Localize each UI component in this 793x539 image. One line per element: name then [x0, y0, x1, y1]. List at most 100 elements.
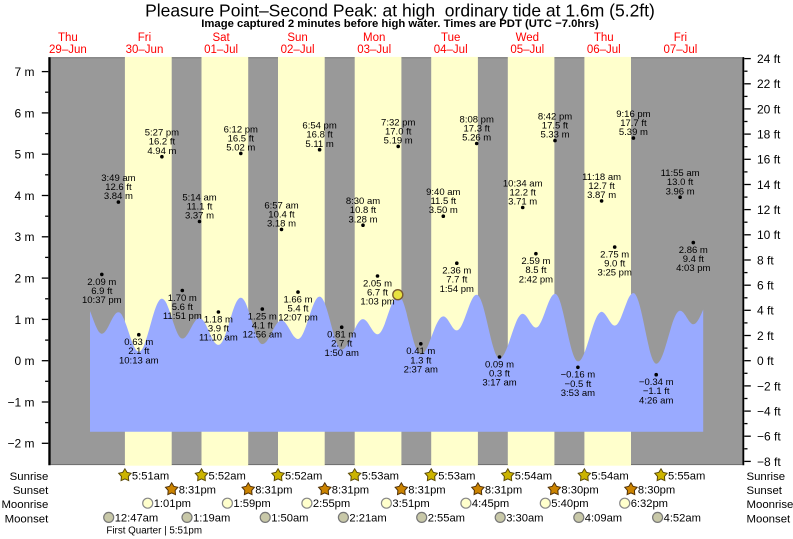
svg-text:2.7 ft: 2.7 ft [331, 339, 352, 350]
svg-text:8:30pm: 8:30pm [638, 484, 675, 496]
svg-text:1.70 m: 1.70 m [168, 293, 197, 304]
svg-text:12:07 pm: 12:07 pm [278, 313, 318, 324]
svg-text:2:55pm: 2:55pm [313, 498, 350, 510]
svg-text:Sun: Sun [287, 32, 307, 44]
svg-text:30–Jun: 30–Jun [126, 44, 164, 56]
svg-text:3.96 m: 3.96 m [666, 186, 695, 197]
svg-text:7 m: 7 m [14, 65, 34, 79]
svg-text:5:52am: 5:52am [209, 470, 246, 482]
svg-text:−2 ft: −2 ft [757, 379, 781, 393]
svg-text:02–Jul: 02–Jul [281, 44, 315, 56]
svg-text:8:30 am: 8:30 am [346, 196, 380, 207]
svg-text:3 m: 3 m [14, 230, 34, 244]
svg-text:10 ft: 10 ft [757, 228, 781, 242]
svg-text:8:31pm: 8:31pm [179, 484, 216, 496]
svg-text:Fri: Fri [138, 32, 151, 44]
svg-text:Sunrise: Sunrise [10, 471, 49, 483]
svg-text:22 ft: 22 ft [757, 77, 781, 91]
svg-text:5:40pm: 5:40pm [551, 498, 588, 510]
svg-text:5.11 m: 5.11 m [305, 139, 333, 150]
svg-text:−0.5 ft: −0.5 ft [565, 379, 592, 390]
svg-text:Sunset: Sunset [747, 485, 783, 497]
svg-text:3:30am: 3:30am [506, 512, 543, 524]
svg-text:−1.1 ft: −1.1 ft [643, 386, 670, 397]
svg-text:12:47am: 12:47am [115, 512, 159, 524]
svg-text:5:52am: 5:52am [285, 470, 322, 482]
svg-text:1:50 am: 1:50 am [325, 348, 359, 359]
svg-text:20 ft: 20 ft [757, 102, 781, 116]
svg-text:Wed: Wed [516, 32, 539, 44]
svg-text:10.4 ft: 10.4 ft [268, 209, 295, 220]
svg-text:12.2 ft: 12.2 ft [509, 188, 536, 199]
svg-text:1:03 pm: 1:03 pm [360, 297, 394, 308]
svg-text:Fri: Fri [674, 32, 687, 44]
svg-text:Moonrise: Moonrise [1, 499, 48, 511]
svg-text:5:54am: 5:54am [591, 470, 628, 482]
svg-text:5.02 m: 5.02 m [226, 143, 255, 154]
svg-text:1:19am: 1:19am [193, 512, 230, 524]
svg-text:11:18 am: 11:18 am [582, 172, 621, 183]
svg-text:17.0 ft: 17.0 ft [385, 126, 412, 137]
svg-text:24 ft: 24 ft [757, 52, 781, 66]
svg-text:2 m: 2 m [14, 272, 34, 286]
svg-text:5.19 m: 5.19 m [384, 136, 413, 147]
svg-text:3.84 m: 3.84 m [104, 191, 133, 202]
svg-text:1:01pm: 1:01pm [154, 498, 191, 510]
svg-text:6.9 ft: 6.9 ft [91, 286, 112, 297]
svg-text:2:37 am: 2:37 am [404, 364, 438, 375]
svg-text:16.8 ft: 16.8 ft [306, 130, 333, 141]
svg-text:6:54 pm: 6:54 pm [302, 121, 336, 132]
svg-text:5.39 m: 5.39 m [619, 127, 648, 138]
svg-text:0.41 m: 0.41 m [406, 346, 435, 357]
svg-text:11.1 ft: 11.1 ft [187, 202, 213, 213]
svg-text:3.71 m: 3.71 m [508, 197, 537, 208]
svg-text:2:21am: 2:21am [349, 512, 386, 524]
svg-text:3.28 m: 3.28 m [348, 214, 377, 225]
svg-text:10.8 ft: 10.8 ft [350, 205, 377, 216]
svg-text:4 m: 4 m [14, 189, 34, 203]
svg-text:10:37 pm: 10:37 pm [82, 295, 122, 306]
svg-text:1:59pm: 1:59pm [233, 498, 270, 510]
svg-text:11.5 ft: 11.5 ft [430, 196, 456, 207]
svg-text:Thu: Thu [594, 32, 614, 44]
svg-text:2.09 m: 2.09 m [87, 277, 116, 288]
svg-text:8:08 pm: 8:08 pm [460, 114, 494, 125]
svg-text:29–Jun: 29–Jun [49, 44, 87, 56]
svg-text:8:31pm: 8:31pm [255, 484, 292, 496]
svg-text:12.7 ft: 12.7 ft [588, 181, 615, 192]
svg-text:05–Jul: 05–Jul [510, 44, 544, 56]
svg-text:6 m: 6 m [14, 106, 34, 120]
svg-text:3:53 am: 3:53 am [561, 388, 595, 399]
svg-text:4:09am: 4:09am [585, 512, 622, 524]
svg-text:4.94 m: 4.94 m [147, 146, 176, 157]
svg-text:6:12 pm: 6:12 pm [224, 124, 258, 135]
svg-text:Mon: Mon [363, 32, 385, 44]
svg-text:11:51 pm: 11:51 pm [163, 311, 202, 322]
svg-text:6:57 am: 6:57 am [264, 200, 298, 211]
svg-text:0 m: 0 m [14, 354, 34, 368]
svg-text:8:31pm: 8:31pm [332, 484, 369, 496]
svg-text:3:25 pm: 3:25 pm [598, 268, 632, 279]
svg-text:8 ft: 8 ft [757, 253, 774, 267]
svg-text:2:55am: 2:55am [428, 512, 465, 524]
svg-text:6 ft: 6 ft [757, 279, 774, 293]
svg-text:1.3 ft: 1.3 ft [410, 355, 431, 366]
svg-text:11:10 am: 11:10 am [199, 333, 238, 344]
svg-text:4 ft: 4 ft [757, 304, 774, 318]
svg-text:5:53am: 5:53am [362, 470, 399, 482]
svg-text:01–Jul: 01–Jul [204, 44, 238, 56]
svg-text:Sunrise: Sunrise [747, 471, 786, 483]
svg-text:4:26 am: 4:26 am [639, 395, 673, 406]
svg-text:7:32 pm: 7:32 pm [381, 117, 415, 128]
svg-text:9:40 am: 9:40 am [426, 187, 460, 198]
svg-text:2.36 m: 2.36 m [442, 266, 471, 277]
svg-text:3:51pm: 3:51pm [392, 498, 429, 510]
svg-text:03–Jul: 03–Jul [357, 44, 391, 56]
svg-text:8:30pm: 8:30pm [561, 484, 598, 496]
svg-text:4:03 pm: 4:03 pm [676, 263, 710, 274]
svg-text:17.3 ft: 17.3 ft [463, 124, 490, 135]
svg-text:10:34 am: 10:34 am [503, 178, 543, 189]
svg-text:8:31pm: 8:31pm [408, 484, 445, 496]
svg-text:Image captured 2 minutes befor: Image captured 2 minutes before high wat… [201, 18, 599, 30]
svg-text:3.50 m: 3.50 m [429, 205, 458, 216]
